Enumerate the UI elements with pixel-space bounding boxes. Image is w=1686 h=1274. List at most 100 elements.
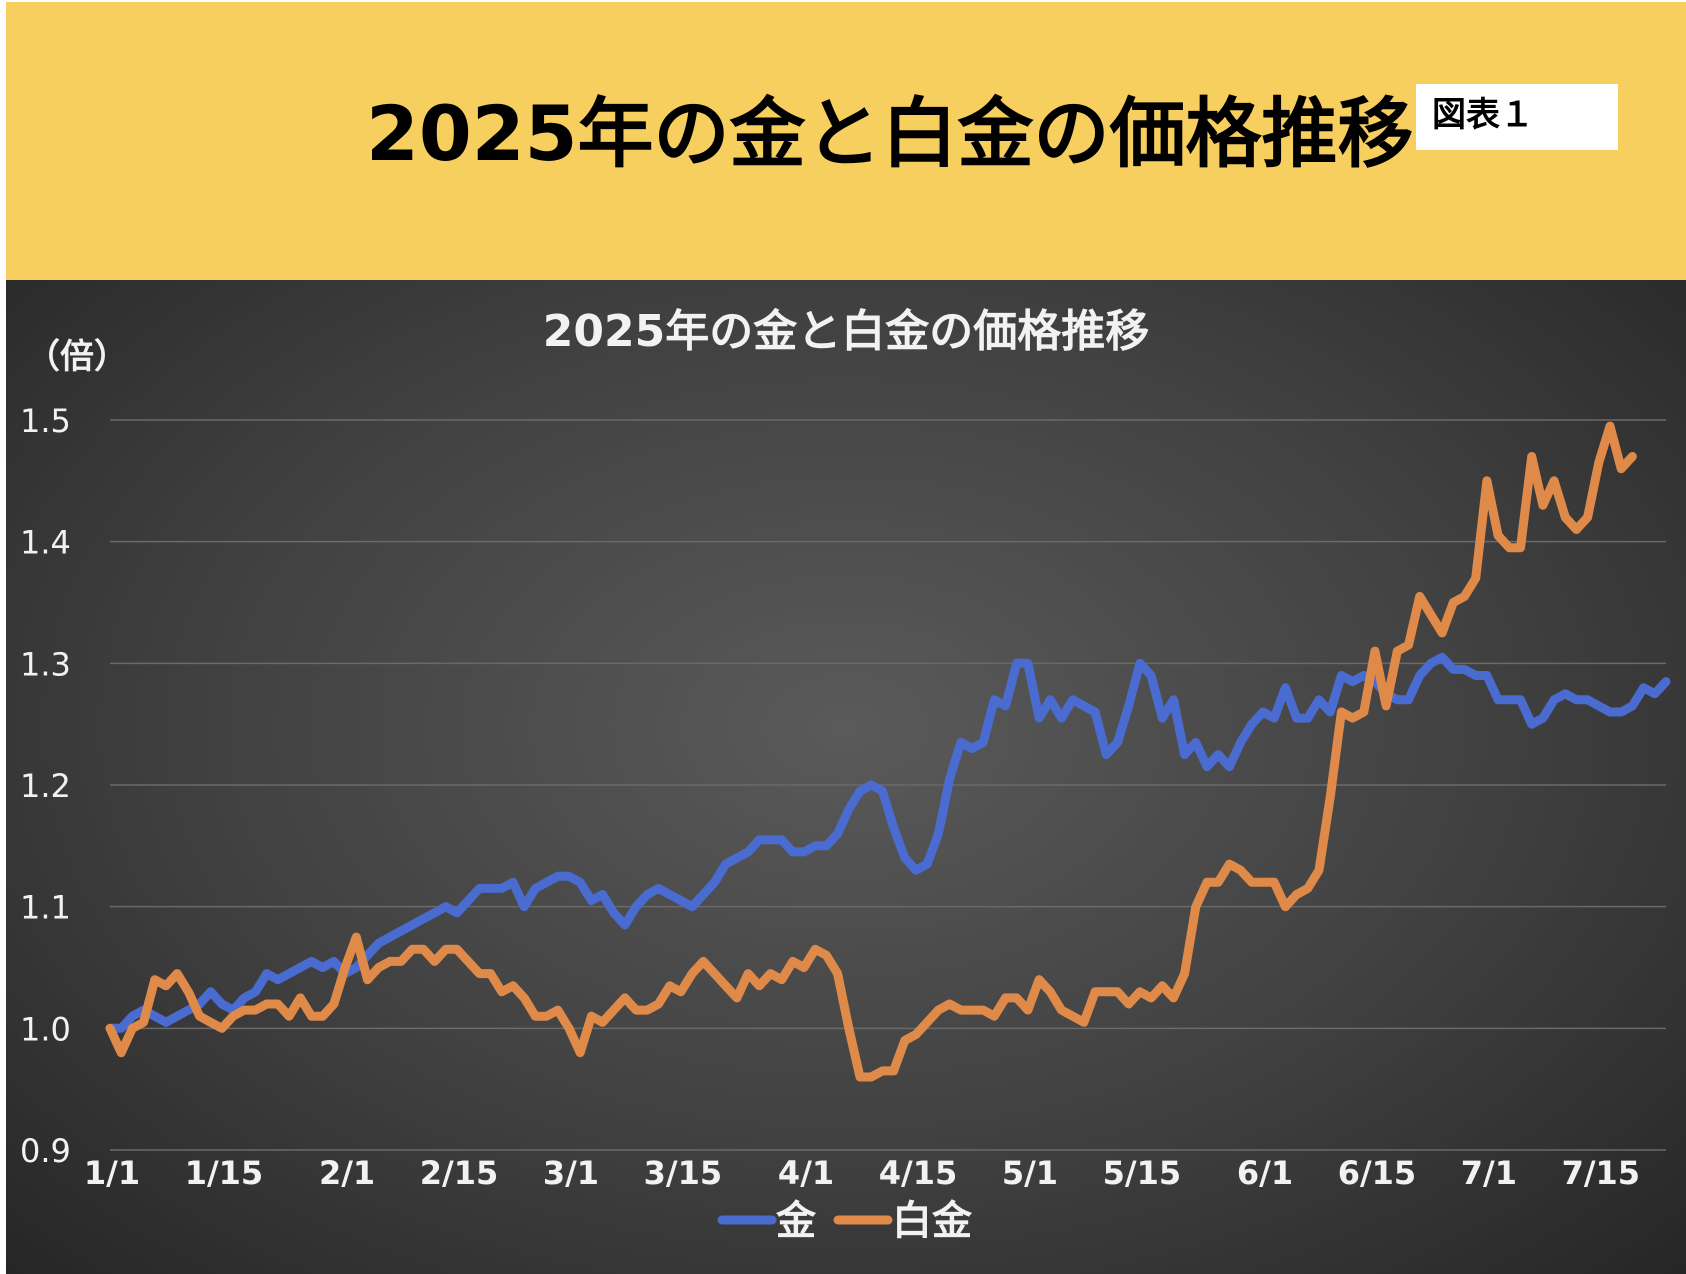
data-point	[1094, 991, 1096, 993]
data-point	[1027, 662, 1029, 664]
data-point	[1195, 906, 1197, 908]
data-point	[792, 851, 794, 853]
data-point	[557, 875, 559, 877]
data-point	[1340, 711, 1342, 713]
legend-label: 白金	[892, 1198, 973, 1244]
data-point	[792, 960, 794, 962]
data-point	[1542, 717, 1544, 719]
data-point	[1105, 754, 1107, 756]
data-point	[400, 960, 402, 962]
data-point	[1195, 741, 1197, 743]
data-point	[434, 912, 436, 914]
data-point	[1139, 662, 1141, 664]
data-point	[221, 1003, 223, 1005]
data-point	[870, 784, 872, 786]
data-point	[355, 967, 357, 968]
data-point	[1363, 711, 1365, 713]
data-point	[635, 906, 637, 908]
data-point	[546, 881, 548, 883]
y-tick-label: 1.0	[20, 1010, 71, 1048]
data-point	[322, 967, 324, 968]
data-point	[165, 1021, 167, 1023]
data-point	[568, 1027, 570, 1029]
data-point	[333, 960, 335, 962]
data-point	[187, 1009, 189, 1011]
series-points-gold	[109, 656, 1667, 1029]
y-tick-label: 1.3	[20, 645, 71, 683]
data-point	[590, 900, 592, 902]
chart-title: 2025年の金と白金の価格推移	[543, 306, 1149, 357]
data-point	[288, 1015, 290, 1017]
data-point	[1575, 699, 1577, 701]
data-point	[770, 839, 771, 841]
data-point	[646, 894, 648, 895]
data-point	[367, 979, 368, 981]
data-point	[680, 991, 682, 993]
data-point	[266, 973, 268, 975]
data-point	[859, 790, 861, 792]
data-point	[1161, 985, 1163, 987]
data-point	[1228, 863, 1230, 865]
data-point	[1441, 656, 1443, 658]
data-point	[1609, 711, 1611, 713]
data-point	[602, 894, 603, 895]
data-point	[120, 1027, 122, 1029]
data-point	[378, 942, 380, 944]
data-point	[243, 1009, 245, 1011]
data-point	[1587, 516, 1589, 518]
x-tick-label: 4/15	[879, 1154, 957, 1192]
data-point	[1441, 632, 1443, 634]
data-point	[154, 979, 156, 981]
data-point	[221, 1027, 223, 1029]
data-point	[1452, 668, 1454, 670]
data-point	[960, 741, 962, 743]
data-point	[411, 948, 413, 950]
x-tick-labels: 1/1 1/15 2/1 2/15 3/1 3/15 4/1 4/15 5/1 5/15 6/1 6/…	[84, 1154, 1640, 1192]
data-point	[613, 1009, 615, 1011]
data-point	[1150, 675, 1152, 676]
y-tick-label: 0.9	[20, 1132, 71, 1170]
data-point	[714, 973, 715, 975]
data-point	[848, 808, 850, 810]
data-point	[534, 887, 536, 889]
data-point	[635, 1009, 637, 1011]
data-point	[1049, 991, 1051, 993]
data-point	[1643, 687, 1645, 689]
data-point	[825, 845, 827, 847]
y-tick-label: 1.4	[20, 524, 71, 562]
data-point	[243, 997, 245, 999]
data-point	[277, 979, 279, 981]
line-chart: 2025年の金と白金の価格推移 （倍） 1.5 1.4 1.3 1.2 1.1 1.0 0.…	[20, 306, 1671, 1244]
data-point	[1497, 535, 1499, 537]
data-point	[725, 985, 727, 987]
data-point	[367, 954, 368, 956]
figure-badge: 図表１	[1416, 84, 1618, 150]
data-point	[691, 973, 693, 975]
data-point	[993, 699, 995, 701]
data-point	[534, 1015, 536, 1017]
data-point	[1598, 705, 1600, 707]
y-tick-labels: 1.5 1.4 1.3 1.2 1.1 1.0 0.9	[20, 402, 71, 1170]
y-tick-label: 1.2	[20, 767, 71, 805]
data-point	[725, 863, 727, 865]
data-point	[747, 973, 749, 975]
data-point	[1184, 973, 1186, 975]
data-point	[422, 948, 424, 950]
data-point	[232, 1015, 234, 1017]
data-point	[1083, 705, 1085, 707]
data-point	[1654, 693, 1656, 695]
data-point	[669, 894, 671, 895]
data-point	[1620, 468, 1622, 470]
data-point	[266, 1003, 268, 1005]
data-point	[1665, 681, 1667, 683]
x-tick-label: 5/1	[1002, 1154, 1058, 1192]
data-point	[1598, 462, 1600, 464]
data-point	[1631, 456, 1633, 457]
x-tick-label: 7/15	[1562, 1154, 1640, 1192]
data-point	[422, 918, 424, 920]
data-point	[1273, 881, 1275, 883]
data-point	[602, 1021, 603, 1023]
data-point	[1531, 456, 1533, 457]
data-point	[299, 967, 301, 968]
data-point	[456, 912, 458, 914]
